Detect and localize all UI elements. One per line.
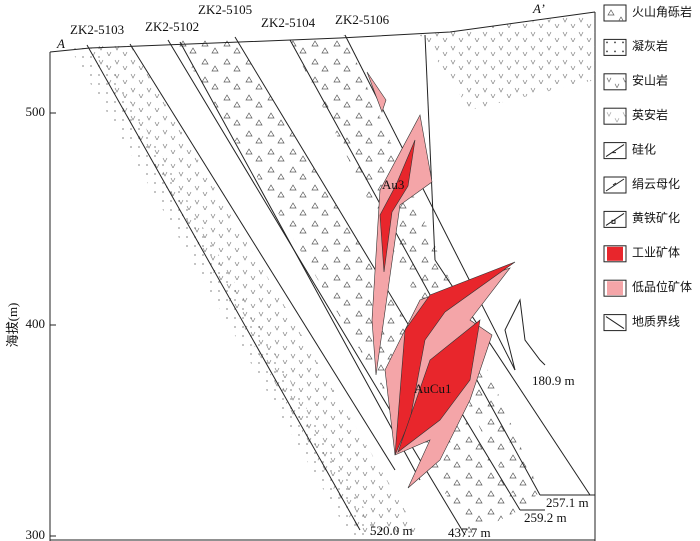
legend-swatch — [604, 73, 626, 90]
legend-label: 地质界线 — [632, 314, 680, 328]
legend-item: 黄铁矿化 — [603, 210, 680, 228]
legend-label: 英安岩 — [632, 107, 668, 122]
legend-swatch — [607, 246, 623, 261]
legend-label: 凝灰岩 — [632, 38, 668, 53]
legend-swatch — [605, 212, 625, 226]
geology-lines — [49, 11, 596, 536]
legend-label: 火山角砾岩 — [632, 4, 692, 19]
tick-label: 300 — [26, 527, 46, 541]
drillhole-depth: 520.0 m — [370, 523, 413, 538]
legend-item: 安山岩 — [603, 73, 668, 91]
legend-item: 硅化 — [603, 142, 656, 160]
ore-bodies — [366, 71, 516, 489]
tick-label: 400 — [26, 316, 46, 331]
legend-swatch — [605, 316, 625, 330]
legend-item: 工业矿体 — [603, 245, 680, 263]
legend-item: 地质界线 — [603, 314, 680, 332]
legend-label: 安山岩 — [632, 73, 668, 88]
legend-label: 硅化 — [632, 142, 656, 156]
orebody-label: Au3 — [382, 177, 404, 192]
legend-swatch — [607, 281, 623, 296]
legend-swatch — [605, 178, 625, 192]
legend-swatch — [604, 5, 626, 21]
legend-label: 低品位矿体 — [632, 279, 692, 294]
axis-label: 海拔(m) — [5, 303, 20, 348]
section-end-label: A — [56, 36, 65, 51]
legend-item: 低品位矿体 — [603, 279, 692, 297]
section-frame — [49, 12, 596, 541]
orebody-label: AuCu1 — [414, 381, 452, 396]
tick-label: 500 — [26, 104, 46, 119]
drillhole-name: ZK2-5103 — [70, 22, 124, 37]
drillhole-depth: 259.2 m — [524, 510, 567, 525]
drillhole-name: ZK2-5104 — [261, 15, 316, 30]
labels: A A’ ZK2-5103 ZK2-5102 ZK2-5105 ZK2-5104… — [5, 1, 589, 540]
legend-item: 英安岩 — [603, 107, 668, 125]
drillhole-name: ZK2-5105 — [198, 2, 252, 17]
drillhole-name: ZK2-5102 — [145, 19, 199, 34]
rock-patterns — [70, 14, 595, 536]
drillhole-name: ZK2-5106 — [335, 12, 390, 27]
drillhole-depth: 180.9 m — [532, 373, 575, 388]
legend-label: 黄铁矿化 — [632, 211, 680, 225]
section-end-label: A’ — [532, 1, 545, 16]
legend-item: 凝灰岩 — [603, 38, 668, 56]
drillhole-depth: 437.7 m — [448, 525, 491, 540]
legend-swatch — [604, 108, 626, 125]
legend-swatch — [604, 39, 626, 56]
drillhole-depth: 257.1 m — [546, 495, 589, 510]
legend-label: 绢云母化 — [632, 176, 680, 191]
legend-swatch — [605, 144, 625, 158]
axis-ticks: 500 400 300 — [26, 104, 56, 541]
legend-item: 绢云母化 — [603, 176, 680, 194]
legend-label: 工业矿体 — [632, 246, 680, 260]
legend-item: 火山角砾岩 — [603, 4, 692, 22]
